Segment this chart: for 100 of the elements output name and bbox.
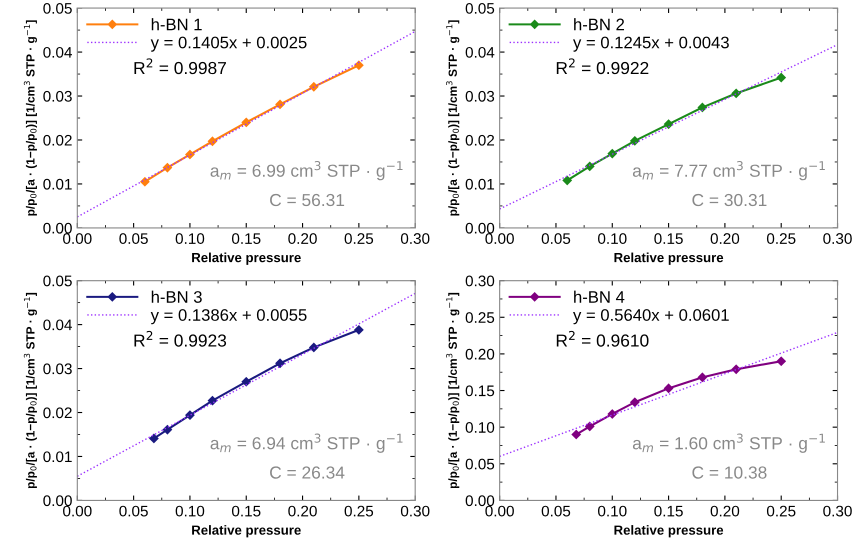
x-tick-label: 0.15 — [232, 233, 260, 244]
point — [208, 136, 218, 146]
point — [275, 358, 285, 368]
annotation: a$_{m}$ = 1.60 cm$^{3}$ STP · g$^{−1}$ — [632, 434, 825, 453]
point — [242, 377, 251, 386]
y-tick-label: 0.04 — [43, 319, 72, 330]
annotation: C = 26.34 — [270, 466, 344, 479]
point — [664, 384, 674, 393]
y-tick-label: 0.15 — [466, 385, 494, 396]
x-tick-label: 0.00 — [63, 233, 92, 244]
x-tick-label: 0.10 — [598, 233, 627, 244]
y-tick-label: 0.30 — [466, 276, 494, 286]
x-tick-label: 0.30 — [823, 506, 852, 517]
y-tick-label: 0.00 — [43, 495, 72, 506]
y-tick-label: 0.03 — [466, 90, 494, 102]
text: p/p$_{0}$/[a · (1−p/p$_{0}$)] [1/cm$^{3}$ STP · g$^{−1}$] — [24, 292, 37, 488]
x-tick-label: 0.30 — [400, 506, 430, 517]
x-axis-title: Relative pressure — [192, 525, 301, 538]
x-axis-title: Relative pressure — [614, 252, 724, 265]
y-tick-label: 0.04 — [43, 46, 72, 58]
annotation: a$_{m}$ = 7.77 cm$^{3}$ STP · g$^{−1}$ — [632, 161, 825, 180]
point — [309, 342, 318, 352]
y-tick-label: 0.05 — [43, 2, 72, 14]
point — [776, 72, 786, 82]
x-tick-label: 0.15 — [654, 506, 683, 517]
point — [698, 102, 707, 112]
y-tick-label: 0.00 — [466, 495, 494, 506]
legend-label: h-BN 3 — [152, 290, 202, 303]
y-tick-label: 0.02 — [466, 134, 494, 146]
x-tick-label: 0.25 — [766, 233, 796, 244]
x-tick-label: 0.20 — [710, 506, 740, 517]
point — [309, 82, 318, 92]
x-tick-label: 0.10 — [598, 506, 627, 517]
x-tick-label: 0.05 — [542, 506, 570, 517]
annotation: R$^{2}$ = 0.9987 — [134, 58, 226, 74]
x-tick-label: 0.20 — [288, 506, 317, 517]
legend-label: h-BN 1 — [152, 18, 202, 30]
x-tick-label: 0.25 — [766, 506, 796, 517]
point — [630, 398, 640, 407]
y-tick-label: 0.05 — [43, 276, 72, 286]
point — [572, 430, 581, 440]
point — [732, 364, 741, 374]
x-tick-label: 0.05 — [542, 233, 570, 244]
x-axis-title: Relative pressure — [192, 252, 301, 265]
legend-label: h-BN 4 — [574, 290, 624, 303]
point — [162, 163, 172, 172]
point — [354, 60, 364, 70]
y-tick-label: 0.01 — [43, 178, 72, 190]
x-tick-label: 0.30 — [823, 233, 852, 244]
x-tick-label: 0.20 — [288, 233, 317, 244]
y-tick-label: 0.25 — [466, 312, 494, 323]
y-tick-label: 0.01 — [43, 451, 72, 462]
point — [664, 120, 674, 129]
x-tick-label: 0.05 — [119, 506, 148, 517]
point — [149, 434, 159, 444]
x-tick-label: 0.25 — [344, 506, 374, 517]
x-tick-label: 0.20 — [710, 233, 740, 244]
annotation: a$_{m}$ = 6.99 cm$^{3}$ STP · g$^{−1}$ — [210, 161, 403, 180]
x-tick-label: 0.00 — [485, 233, 514, 244]
point — [208, 396, 218, 406]
text: p/p$_{0}$/[a · (1−p/p$_{0}$)] [1/cm$^{3}$ STP · g$^{−1}$] — [446, 20, 460, 216]
x-axis-title: Relative pressure — [614, 525, 724, 538]
point — [585, 422, 594, 432]
x-tick-label: 0.30 — [400, 233, 430, 244]
legend-label: h-BN 2 — [574, 18, 624, 30]
x-tick-label: 0.05 — [119, 233, 148, 244]
y-tick-label: 0.03 — [43, 90, 72, 102]
point — [354, 325, 364, 334]
annotation: R$^{2}$ = 0.9923 — [134, 330, 226, 347]
annotation: R$^{2}$ = 0.9610 — [556, 330, 649, 347]
x-tick-label: 0.10 — [176, 506, 204, 517]
x-tick-label: 0.10 — [176, 233, 204, 244]
point — [608, 148, 617, 158]
x-tick-label: 0.00 — [63, 506, 92, 517]
x-tick-label: 0.00 — [485, 506, 514, 517]
point — [162, 425, 172, 434]
y-tick-label: 0.05 — [466, 2, 494, 14]
y-tick-label: 0.03 — [43, 363, 72, 374]
annotation: C = 30.31 — [692, 194, 766, 206]
x-tick-label: 0.25 — [344, 233, 374, 244]
point — [275, 100, 285, 110]
point — [698, 372, 707, 382]
legend-label: y = 0.1245x + 0.0043 — [573, 36, 729, 52]
y-tick-label: 0.00 — [43, 222, 72, 234]
y-tick-label: 0.01 — [466, 178, 494, 190]
annotation: R$^{2}$ = 0.9922 — [556, 58, 648, 74]
annotation: a$_{m}$ = 6.94 cm$^{3}$ STP · g$^{−1}$ — [210, 434, 403, 453]
legend-label: y = 0.1386x + 0.0055 — [150, 309, 307, 324]
point — [185, 410, 195, 420]
legend-label: y = 0.5640x + 0.0601 — [573, 309, 729, 324]
x-tick-label: 0.15 — [232, 506, 260, 517]
text: p/p$_{0}$/[a · (1−p/p$_{0}$)] [1/cm$^{3}$ STP · g$^{−1}$] — [446, 292, 460, 488]
y-tick-label: 0.02 — [43, 407, 72, 418]
y-tick-label: 0.20 — [466, 348, 494, 360]
annotation: C = 56.31 — [270, 194, 344, 206]
point — [630, 136, 640, 146]
x-tick-label: 0.15 — [654, 233, 683, 244]
y-tick-label: 0.05 — [466, 458, 494, 470]
point — [562, 176, 572, 186]
point — [185, 150, 195, 160]
